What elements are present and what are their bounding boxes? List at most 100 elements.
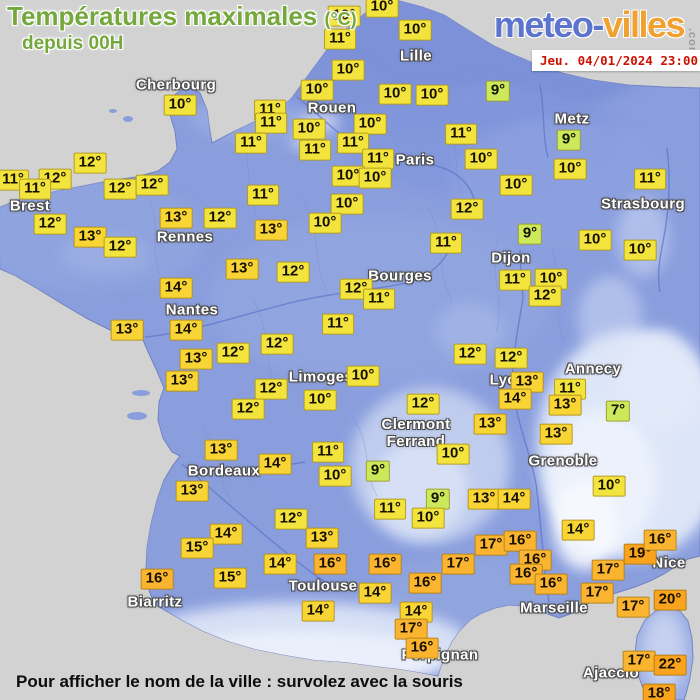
- temp-label[interactable]: 14°: [498, 388, 532, 410]
- temp-label[interactable]: 10°: [331, 59, 365, 81]
- meteo-villes-logo[interactable]: meteo-villes: [494, 4, 686, 46]
- temp-label[interactable]: 12°: [274, 508, 308, 530]
- temp-label[interactable]: 12°: [135, 174, 169, 196]
- temp-label[interactable]: 16°: [408, 572, 442, 594]
- temp-label[interactable]: 10°: [499, 174, 533, 196]
- temp-label[interactable]: 9°: [556, 129, 582, 151]
- temp-label[interactable]: 11°: [445, 123, 477, 145]
- temp-label[interactable]: 12°: [231, 398, 265, 420]
- temp-label[interactable]: 16°: [534, 573, 568, 595]
- temp-label[interactable]: 10°: [330, 193, 364, 215]
- temp-label[interactable]: 17°: [394, 618, 428, 640]
- temp-label[interactable]: 10°: [292, 118, 326, 140]
- temp-label[interactable]: 13°: [467, 488, 501, 510]
- temp-label[interactable]: 10°: [398, 19, 432, 41]
- temp-label[interactable]: 10°: [578, 229, 612, 251]
- temp-label[interactable]: 12°: [103, 236, 137, 258]
- temp-label[interactable]: 10°: [163, 94, 197, 116]
- temp-label[interactable]: 16°: [140, 568, 174, 590]
- temp-label[interactable]: 12°: [203, 207, 237, 229]
- temp-label[interactable]: 12°: [260, 333, 294, 355]
- temp-label[interactable]: 9°: [365, 460, 391, 482]
- temp-label[interactable]: 10°: [300, 79, 334, 101]
- temp-label[interactable]: 12°: [528, 285, 562, 307]
- temp-label[interactable]: 10°: [365, 0, 399, 18]
- temp-label[interactable]: 15°: [213, 567, 247, 589]
- temp-label[interactable]: 10°: [623, 239, 657, 261]
- temp-label[interactable]: 11°: [634, 168, 666, 190]
- temp-label[interactable]: 13°: [225, 258, 259, 280]
- temp-label[interactable]: 17°: [616, 596, 650, 618]
- temp-label[interactable]: 13°: [539, 423, 573, 445]
- temp-label[interactable]: 14°: [209, 523, 243, 545]
- temp-label[interactable]: 13°: [73, 226, 107, 248]
- temp-label[interactable]: 13°: [159, 207, 193, 229]
- temp-label[interactable]: 9°: [517, 223, 543, 245]
- temp-label[interactable]: 17°: [474, 534, 508, 556]
- temp-label[interactable]: 12°: [33, 213, 67, 235]
- temp-label[interactable]: 11°: [19, 178, 51, 200]
- temp-label[interactable]: 10°: [553, 158, 587, 180]
- temp-label[interactable]: 13°: [548, 394, 582, 416]
- temp-label[interactable]: 12°: [276, 261, 310, 283]
- temp-label[interactable]: 10°: [358, 167, 392, 189]
- temp-label[interactable]: 11°: [255, 112, 287, 134]
- temp-label[interactable]: 11°: [324, 28, 356, 50]
- temp-label[interactable]: 10°: [308, 212, 342, 234]
- temp-label[interactable]: 10°: [436, 443, 470, 465]
- temp-label[interactable]: 9°: [485, 80, 511, 102]
- temp-label[interactable]: 10°: [353, 113, 387, 135]
- temp-label[interactable]: 14°: [561, 519, 595, 541]
- temp-label[interactable]: 10°: [592, 475, 626, 497]
- temp-label[interactable]: 14°: [301, 600, 335, 622]
- temp-label[interactable]: 22°: [653, 654, 687, 676]
- temp-label[interactable]: 10°: [534, 268, 568, 290]
- temp-label[interactable]: 7°: [605, 400, 631, 422]
- temp-label[interactable]: 17°: [441, 553, 475, 575]
- temp-label[interactable]: 13°: [204, 439, 238, 461]
- temp-label[interactable]: 10°: [303, 389, 337, 411]
- temp-label[interactable]: 11°: [299, 139, 331, 161]
- temp-label[interactable]: 13°: [254, 219, 288, 241]
- temp-label[interactable]: 12°: [453, 343, 487, 365]
- temp-label[interactable]: 16°: [313, 553, 347, 575]
- temp-label[interactable]: 11°: [362, 148, 394, 170]
- temp-label[interactable]: 20°: [653, 589, 687, 611]
- temp-label[interactable]: 13°: [110, 319, 144, 341]
- temp-label[interactable]: 16°: [405, 637, 439, 659]
- temp-label[interactable]: 10°: [378, 83, 412, 105]
- temp-label[interactable]: 12°: [216, 342, 250, 364]
- temp-label[interactable]: 12°: [450, 198, 484, 220]
- temp-label[interactable]: 14°: [169, 319, 203, 341]
- temp-label[interactable]: 12°: [103, 178, 137, 200]
- temp-label[interactable]: 16°: [509, 563, 543, 585]
- temp-label[interactable]: 13°: [473, 413, 507, 435]
- temp-label[interactable]: 12°: [73, 152, 107, 174]
- temp-label[interactable]: 11°: [247, 184, 279, 206]
- temp-label[interactable]: 11°: [235, 132, 267, 154]
- temp-label[interactable]: 9°: [425, 488, 451, 510]
- temp-label[interactable]: 17°: [622, 650, 656, 672]
- temp-label[interactable]: 11°: [430, 232, 462, 254]
- temp-label[interactable]: 14°: [159, 277, 193, 299]
- temp-label[interactable]: 10°: [331, 165, 365, 187]
- temp-label[interactable]: 15°: [180, 537, 214, 559]
- temp-label[interactable]: 17°: [591, 559, 625, 581]
- temp-label[interactable]: 10°: [318, 465, 352, 487]
- temp-label[interactable]: 12°: [406, 393, 440, 415]
- temp-label[interactable]: 10°: [411, 507, 445, 529]
- temp-label[interactable]: 16°: [368, 553, 402, 575]
- temp-label[interactable]: 14°: [497, 488, 531, 510]
- temp-label[interactable]: 17°: [580, 582, 614, 604]
- temp-label[interactable]: 10°: [346, 365, 380, 387]
- temp-label[interactable]: 11°: [0, 169, 29, 191]
- temp-label[interactable]: 10°: [415, 84, 449, 106]
- temp-label[interactable]: 13°: [165, 370, 199, 392]
- temp-label[interactable]: 16°: [643, 529, 677, 551]
- temp-label[interactable]: 11°: [312, 441, 344, 463]
- temp-label[interactable]: 10°: [464, 148, 498, 170]
- temp-label[interactable]: 11°: [363, 288, 395, 310]
- temp-label[interactable]: 13°: [305, 527, 339, 549]
- temp-label[interactable]: 10°: [327, 5, 361, 27]
- temp-label[interactable]: 11°: [499, 269, 531, 291]
